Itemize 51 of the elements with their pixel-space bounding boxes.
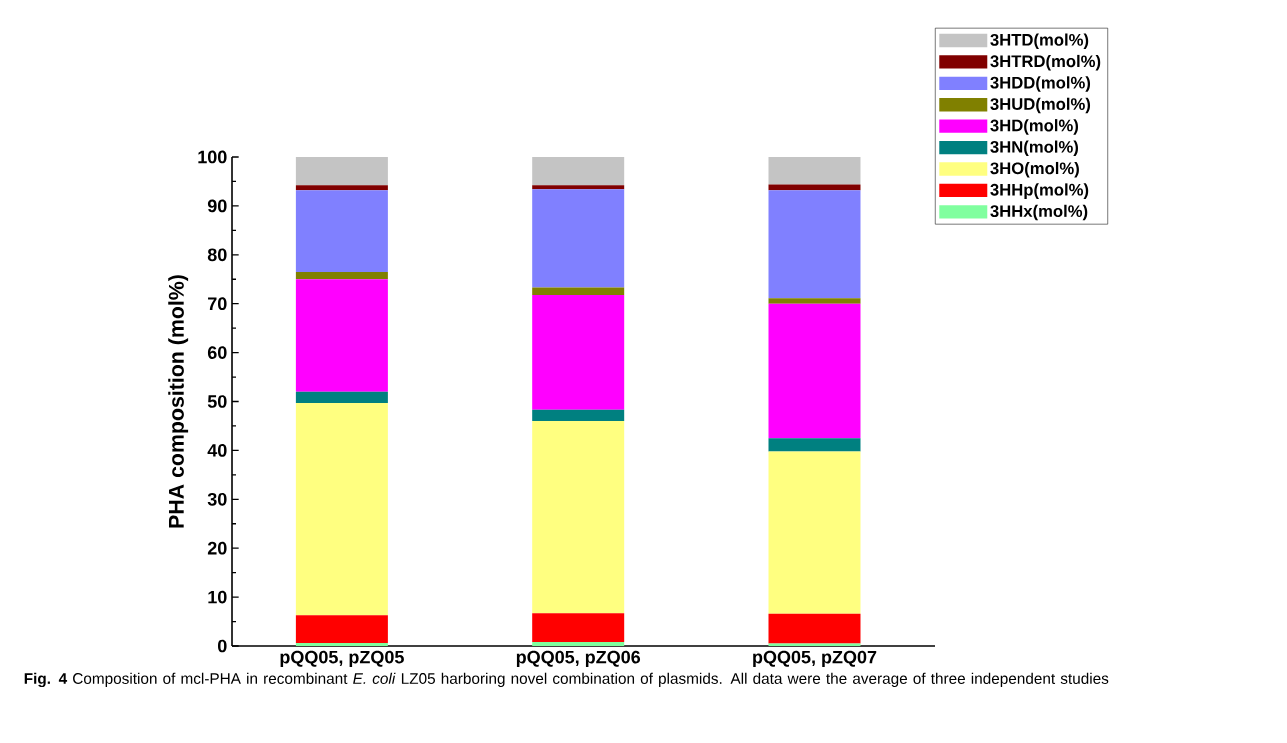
bar (532, 157, 625, 186)
bar (768, 190, 861, 299)
legend-label: 3HUD(mol%) (990, 97, 1091, 114)
y-tick-label: 30 (207, 492, 227, 506)
legend-label: 3HO(mol%) (990, 161, 1079, 178)
bar (295, 643, 388, 646)
bar (532, 421, 625, 614)
bar (295, 615, 388, 644)
bar (532, 409, 625, 422)
legend-label: 3HDD(mol%) (990, 76, 1091, 92)
x-tick-label: pQQ05, pZQ07 (753, 650, 877, 668)
bar (295, 402, 388, 616)
y-tick-label: 60 (207, 346, 227, 359)
y-tick-label: 0 (218, 639, 227, 653)
y-tick-label: 40 (207, 444, 227, 457)
legend-label: 3HHp(mol%) (990, 183, 1089, 199)
bar (295, 391, 388, 403)
legend-label: 3HTD(mol%) (990, 33, 1089, 50)
bar (532, 613, 625, 643)
legend-label: 3HHx(mol%) (990, 204, 1088, 221)
bar (768, 303, 861, 439)
bar (295, 185, 388, 191)
legend-label: 3HTRD(mol%) (990, 54, 1101, 71)
x-tick-label: pQQ05, pZQ05 (280, 650, 404, 668)
legend-label: 3HD(mol%) (990, 119, 1078, 135)
bar (532, 185, 625, 190)
bar (768, 438, 861, 452)
text: Fig. 4 Composition of mcl-PHA in recombinant E. coli LZ05 harboring novel combination of plasmids. All data were the average of three independent studies (24, 672, 1109, 688)
bar (295, 157, 388, 186)
bar (532, 287, 625, 295)
bar (768, 613, 861, 644)
y-tick-label: 80 (207, 248, 227, 262)
bar (768, 298, 861, 304)
y-tick-label: 90 (207, 199, 227, 213)
legend-label: 3HN(mol%) (990, 140, 1078, 157)
bar (768, 184, 861, 191)
bar (532, 642, 625, 646)
x-tick-label: pQQ05, pZQ06 (516, 650, 641, 668)
bar (768, 451, 861, 614)
bar (295, 190, 388, 272)
y-tick-label: 50 (207, 395, 227, 408)
y-axis-title: PHA composition (mol%) (168, 275, 189, 528)
y-tick-label: 100 (198, 150, 227, 164)
y-tick-label: 20 (207, 541, 227, 555)
bar (295, 279, 388, 392)
bar (768, 157, 861, 185)
bar (532, 189, 625, 288)
bar (295, 271, 388, 280)
y-tick-label: 70 (208, 297, 227, 311)
bar (532, 294, 625, 410)
y-tick-label: 10 (208, 590, 227, 604)
